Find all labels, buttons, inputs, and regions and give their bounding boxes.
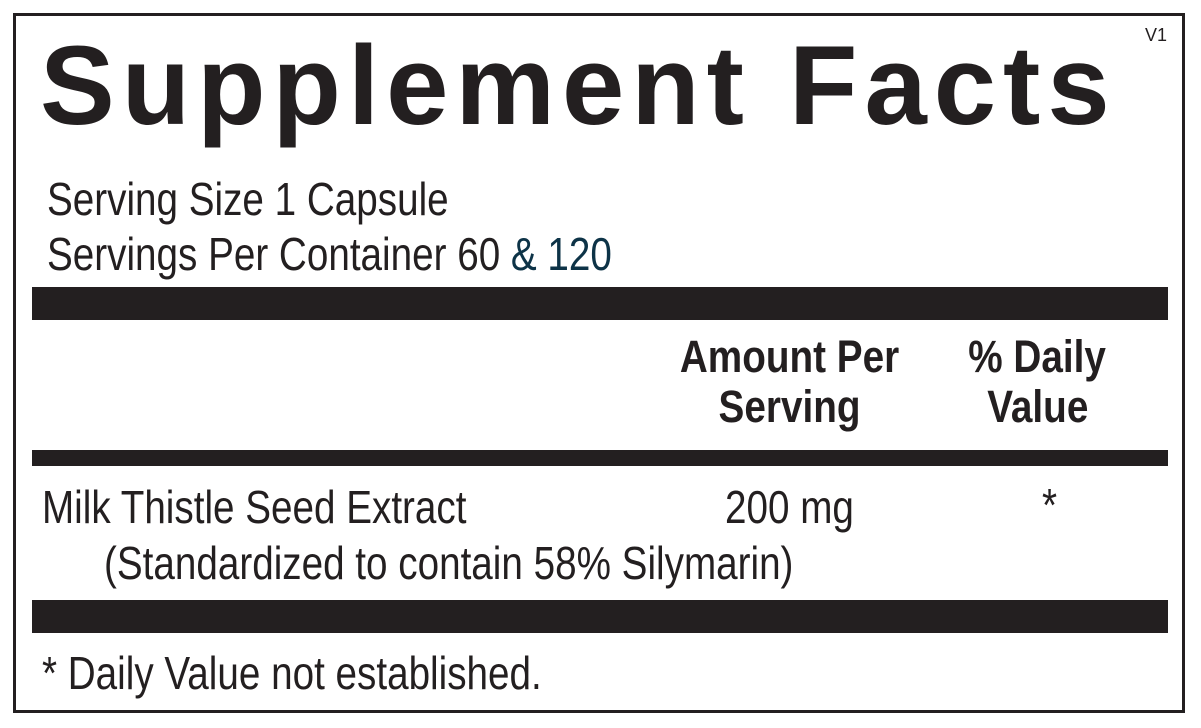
footnote: * Daily Value not established. <box>42 647 542 699</box>
serving-size: Serving Size 1 Capsule <box>47 173 449 225</box>
version-label: V1 <box>1145 25 1168 45</box>
ingredient-note: (Standardized to contain 58% Silymarin) <box>104 537 794 589</box>
amount-header-line2: Serving <box>719 381 861 432</box>
amount-header-line1: Amount Per <box>680 331 900 382</box>
servings-count: Servings Per Container 60 <box>47 228 501 280</box>
thick-divider <box>32 287 1168 320</box>
daily-value-header: % Daily Value <box>950 332 1125 432</box>
panel-title: Supplement Facts <box>40 23 1117 148</box>
ingredient-amount: 200 mg <box>725 481 854 533</box>
ingredient-daily-value: * <box>1042 479 1058 531</box>
dv-header-line2: Value <box>986 381 1089 432</box>
thick-divider-bottom <box>32 600 1168 633</box>
medium-divider <box>32 450 1168 466</box>
servings-alt: & 120 <box>510 228 612 280</box>
supplement-facts-panel <box>13 13 1185 713</box>
ingredient-name: Milk Thistle Seed Extract <box>42 481 467 533</box>
amount-per-serving-header: Amount Per Serving <box>655 332 925 432</box>
dv-header-line1: % Daily <box>968 331 1107 382</box>
servings-per-container: Servings Per Container 60 & 120 <box>47 231 612 277</box>
